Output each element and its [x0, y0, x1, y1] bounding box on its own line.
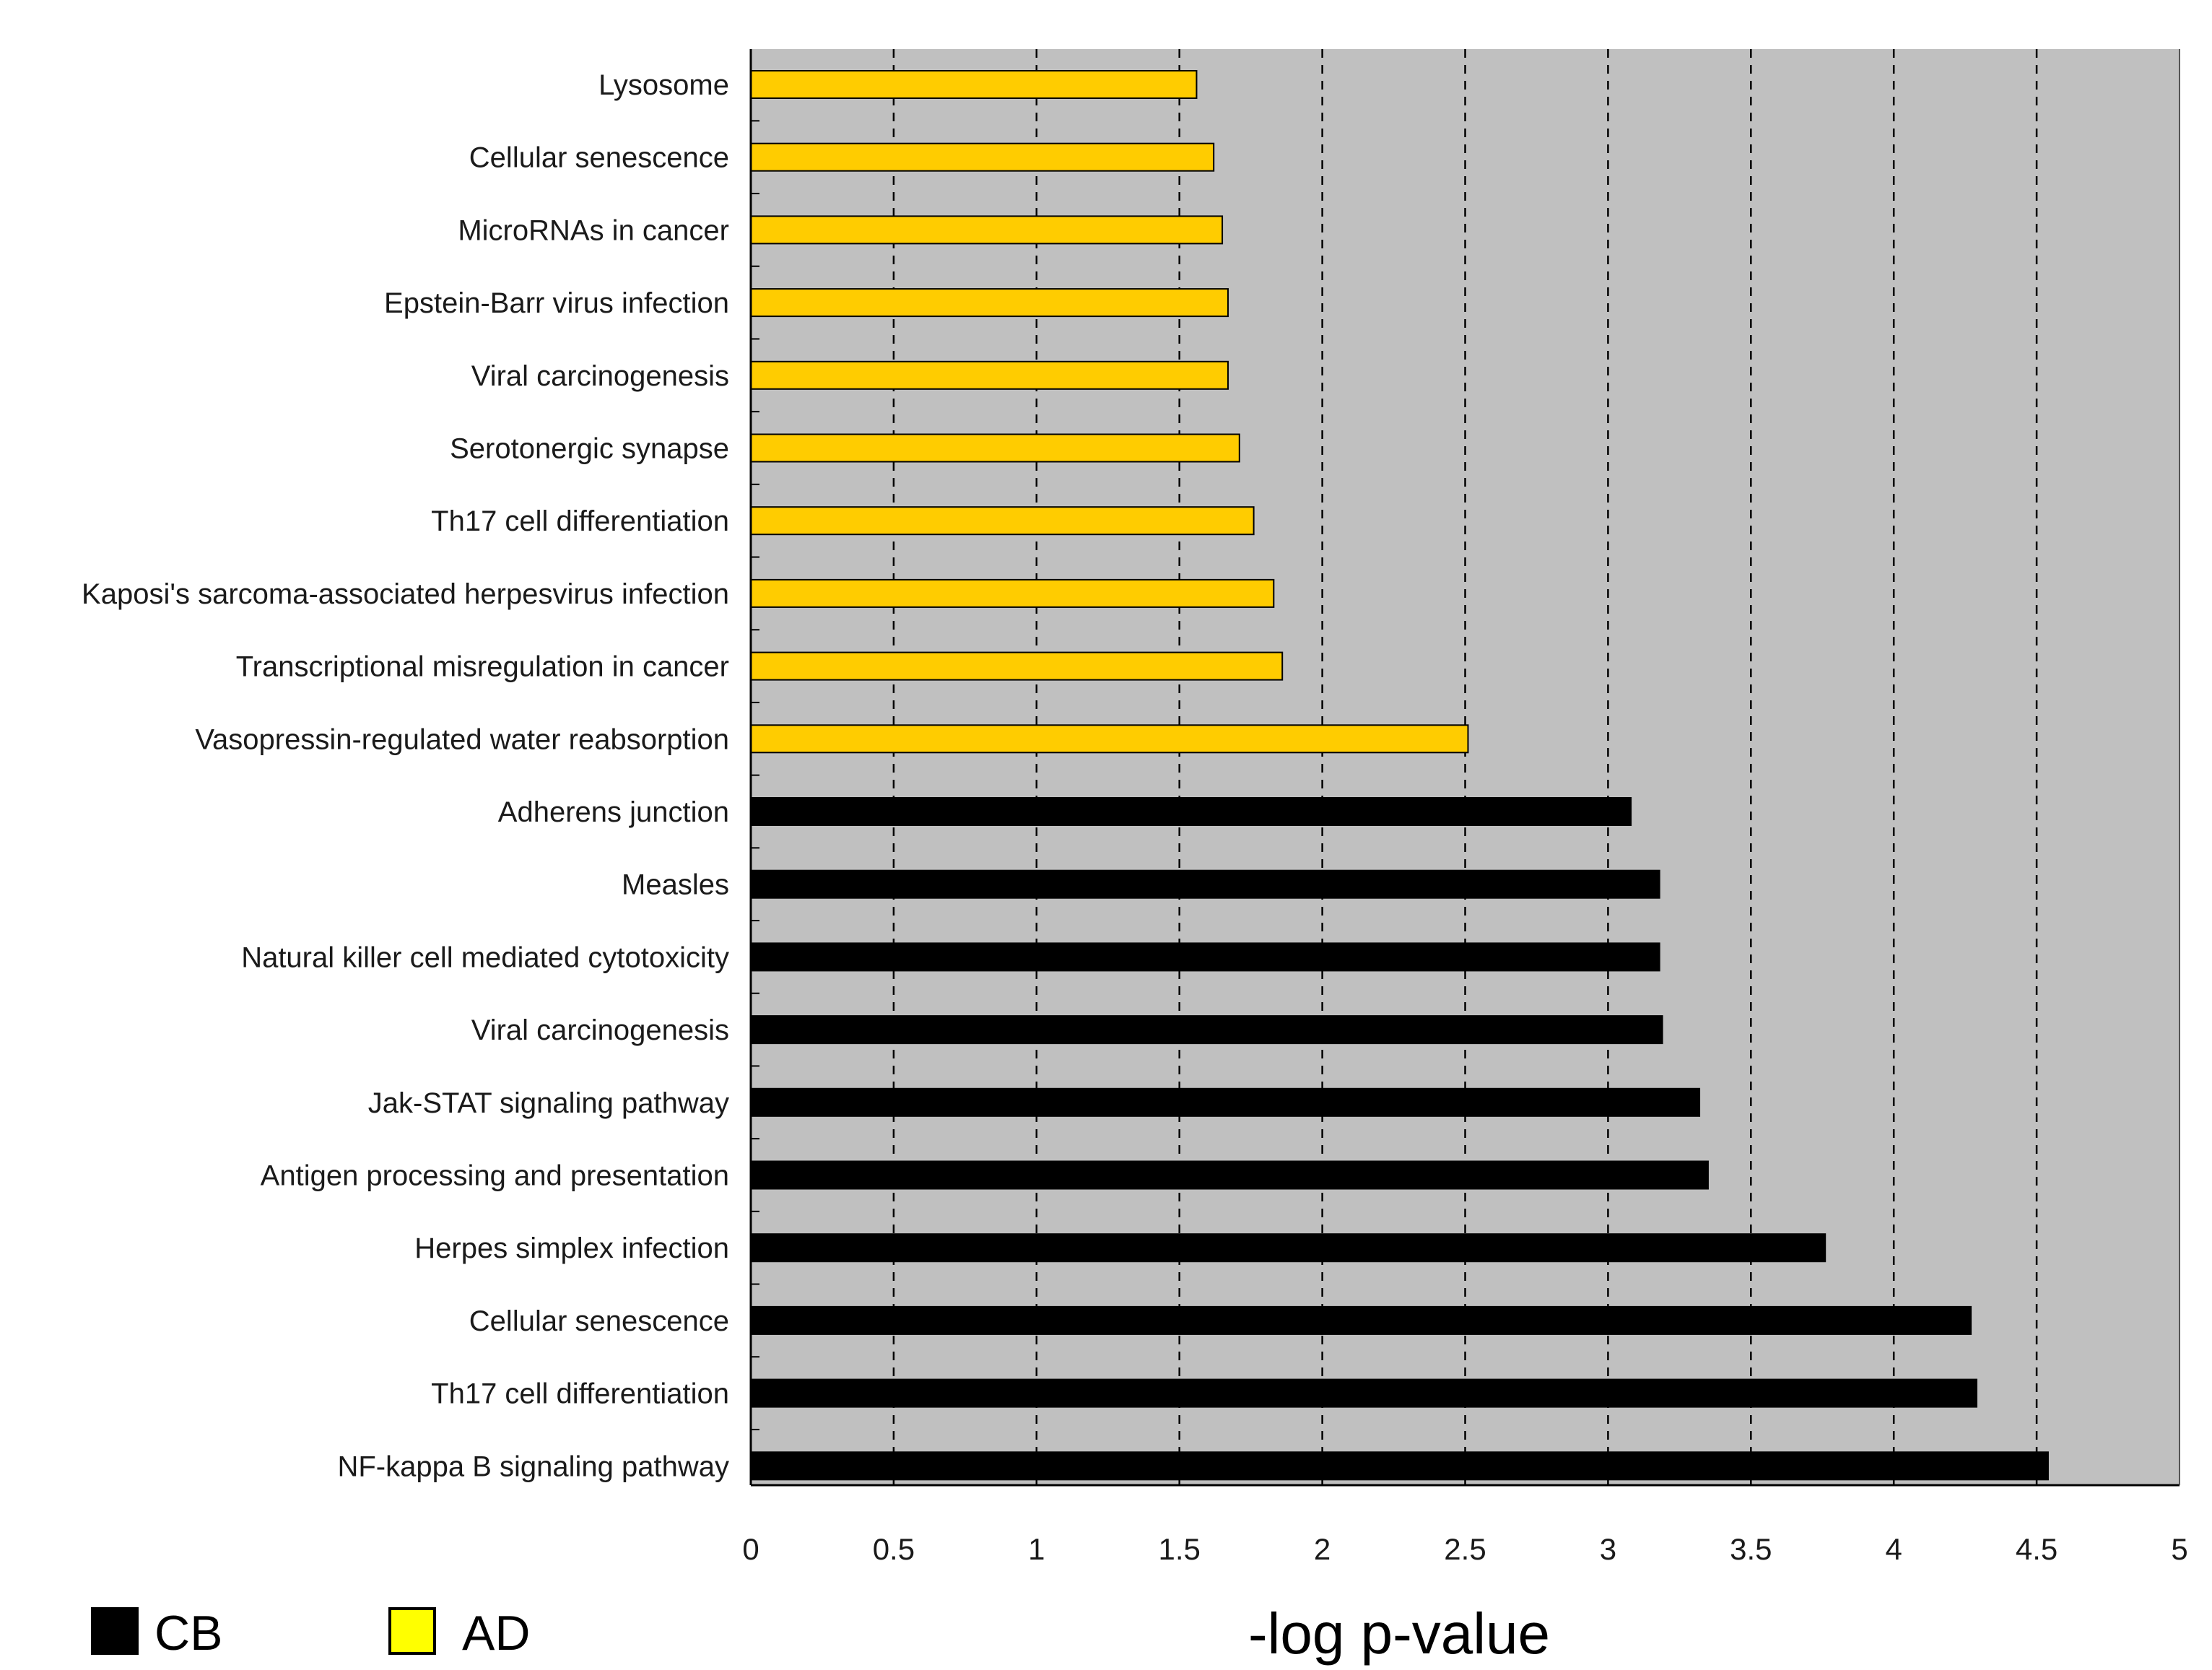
category-label: NF-kappa B signaling pathway [337, 1451, 729, 1482]
bar [750, 1233, 1826, 1263]
legend-swatch [91, 1607, 139, 1655]
x-tick-label: 3 [1600, 1532, 1616, 1566]
x-tick-label: 0 [742, 1532, 759, 1566]
bar [750, 724, 1469, 754]
category-label: Cellular senescence [469, 1305, 729, 1337]
bar [750, 433, 1240, 463]
x-tick-label: 0.5 [873, 1532, 915, 1566]
category-labels: Lysosome Cellular senescence MicroRNAs in … [82, 69, 729, 1482]
x-tick-label: 4 [1886, 1532, 1902, 1566]
category-label: MicroRNAs in cancer [458, 214, 729, 246]
legend: CB AD [91, 1606, 530, 1661]
bar [750, 869, 1660, 899]
category-label: Antigen processing and presentation [261, 1160, 729, 1192]
category-label: Kaposi's sarcoma-associated herpesvirus … [82, 578, 729, 610]
bar [750, 578, 1275, 608]
category-label: Viral carcinogenesis [471, 1014, 729, 1046]
x-tick-label: 1 [1028, 1532, 1045, 1566]
legend-label: AD [462, 1606, 530, 1661]
category-label: Cellular senescence [469, 142, 729, 174]
x-tick-label: 5 [2171, 1532, 2187, 1566]
bar [750, 288, 1229, 318]
bar [750, 1305, 1972, 1335]
bar [750, 797, 1632, 826]
category-label: Vasopressin-regulated water reabsorption [195, 723, 729, 755]
legend-swatch [388, 1607, 436, 1655]
category-label: Serotonergic synapse [450, 433, 729, 465]
category-label: Jak-STAT signaling pathway [368, 1087, 729, 1119]
x-tick-label: 4.5 [2016, 1532, 2058, 1566]
category-label: Measles [622, 869, 729, 901]
bar [750, 942, 1660, 972]
x-tick-label: 2 [1314, 1532, 1331, 1566]
bars [750, 70, 2049, 1481]
category-label: Viral carcinogenesis [471, 360, 729, 392]
category-label: Adherens junction [498, 796, 729, 828]
x-axis-title: -log p-value [1248, 1601, 1550, 1666]
bar [750, 215, 1224, 245]
category-label: Th17 cell differentiation [431, 505, 729, 537]
bar [750, 1087, 1701, 1117]
legend-label: CB [154, 1606, 222, 1661]
category-label: Transcriptional misregulation in cancer [236, 651, 729, 683]
x-tick-label: 2.5 [1444, 1532, 1486, 1566]
x-tick-labels: 0 0.5 1 1.5 2 2.5 3 3.5 4 4.5 5 [742, 1532, 2187, 1566]
y-ticks [751, 120, 759, 1430]
bar [750, 70, 1198, 99]
category-label: Lysosome [598, 69, 729, 101]
axes [749, 49, 2180, 1487]
bar [750, 1160, 1709, 1190]
category-label: Th17 cell differentiation [431, 1378, 729, 1410]
bar [750, 651, 1284, 681]
bar [750, 360, 1229, 390]
bar [750, 142, 1215, 172]
bar [750, 1378, 1977, 1408]
category-label: Natural killer cell mediated cytotoxicit… [241, 941, 729, 973]
x-tick-label: 1.5 [1159, 1532, 1201, 1566]
bar [750, 1451, 2049, 1481]
bar [750, 1015, 1663, 1045]
category-label: Epstein-Barr virus infection [384, 287, 729, 319]
bar [750, 506, 1255, 536]
x-tick-label: 3.5 [1730, 1532, 1772, 1566]
category-label: Herpes simplex infection [414, 1232, 729, 1264]
